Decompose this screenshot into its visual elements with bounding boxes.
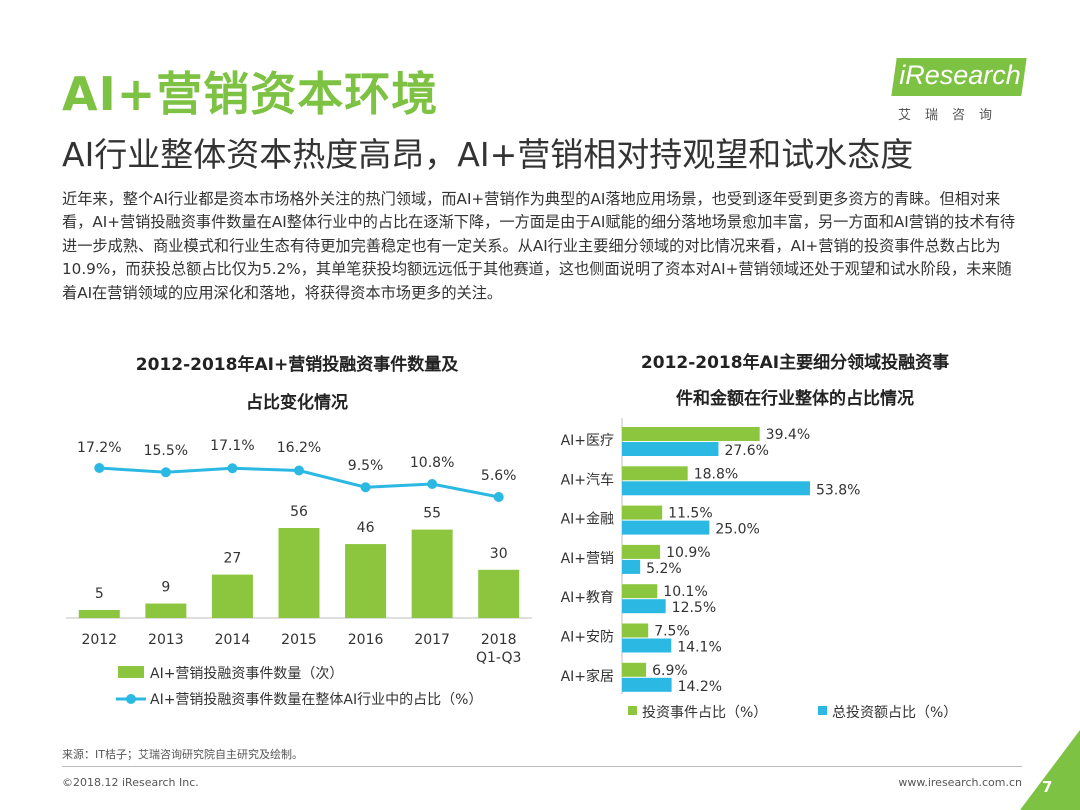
bar-event-count	[278, 528, 320, 618]
page-subtitle: AI行业整体资本热度高昂，AI+营销相对持观望和试水态度	[62, 135, 914, 174]
legend-deal-label: 投资事件占比（%）	[642, 705, 767, 721]
bar-deal-share	[622, 427, 760, 441]
bar-deal-share-label: 39.4%	[766, 427, 810, 443]
bar-amount-share-label: 25.0%	[715, 522, 759, 538]
legend-amount-swatch	[818, 706, 827, 715]
bar-deal-share	[622, 623, 649, 638]
bar-amount-share-label: 12.5%	[672, 600, 716, 616]
line-value-label: 16.2%	[277, 440, 321, 456]
share-point	[493, 492, 504, 502]
share-point	[94, 463, 105, 473]
bar-deal-share	[622, 662, 647, 677]
category-label: AI+汽车	[561, 471, 614, 488]
page-title: AI+营销资本环境	[62, 67, 439, 121]
bar-event-count	[78, 609, 120, 618]
bar-deal-share	[622, 544, 661, 559]
line-value-label: 5.6%	[481, 468, 517, 484]
bar-event-count	[345, 544, 387, 618]
right-chart-title-2: 件和金额在行业整体的占比情况	[676, 389, 914, 409]
bar-amount-share-label: 14.2%	[678, 679, 722, 695]
bar-amount-share	[622, 638, 672, 653]
share-point	[360, 482, 371, 493]
share-point	[227, 463, 238, 474]
category-label: AI+安防	[561, 630, 614, 646]
source-note: 来源：IT桔子；艾瑞咨询研究院自主研究及绘制。	[62, 748, 303, 761]
x-tick-label: Q1-Q3	[476, 650, 521, 666]
bar-deal-share-label: 7.5%	[654, 624, 690, 640]
line-value-label: 9.5%	[348, 458, 384, 474]
bar-amount-share-label: 53.8%	[816, 482, 860, 498]
left-chart-title-1: 2012-2018年AI+营销投融资事件数量及	[135, 355, 459, 375]
bar-event-count	[411, 529, 453, 618]
bar-amount-share	[622, 677, 672, 692]
body-paragraph: 近年来，整个AI行业都是资本市场格外关注的热门领域，而AI+营销作为典型的AI落…	[62, 190, 1016, 302]
share-point	[427, 479, 438, 489]
bar-value-label: 30	[490, 546, 508, 562]
legend-amount-label: 总投资额占比（%）	[832, 705, 957, 721]
legend-bar-label: AI+营销投融资事件数量（次）	[150, 666, 343, 682]
bar-deal-share	[622, 466, 688, 481]
bar-event-count	[145, 603, 187, 618]
x-tick-label: 2016	[348, 632, 384, 648]
footer-divider	[62, 766, 1022, 767]
line-value-label: 15.5%	[144, 443, 188, 459]
bar-deal-share	[622, 584, 658, 599]
page-number: 7	[1042, 778, 1053, 796]
bar-amount-share-label: 5.2%	[646, 561, 682, 577]
bar-amount-share	[622, 481, 810, 496]
bar-amount-share	[622, 442, 719, 456]
category-label: AI+教育	[561, 590, 614, 606]
bar-deal-share-label: 6.9%	[652, 663, 688, 679]
legend-line-label: AI+营销投融资事件数量在整体AI行业中的占比（%）	[150, 692, 482, 708]
bar-value-label: 9	[161, 580, 170, 596]
bar-amount-share	[622, 520, 710, 535]
logo-text: iResearch	[899, 60, 1021, 90]
x-tick-label: 2017	[414, 632, 450, 648]
bar-deal-share-label: 10.1%	[663, 584, 707, 600]
bar-amount-share-label: 27.6%	[724, 443, 768, 459]
x-tick-label: 2014	[215, 632, 251, 648]
bar-value-label: 5	[95, 586, 104, 602]
category-label: AI+家居	[561, 668, 614, 685]
right-chart-title-1: 2012-2018年AI主要细分领域投融资事	[640, 353, 950, 373]
copyright: ©2018.12 iResearch Inc.	[62, 776, 199, 789]
bar-amount-share-label: 14.1%	[677, 640, 721, 656]
legend-line-marker	[126, 694, 136, 704]
share-point	[160, 467, 171, 478]
bar-value-label: 55	[423, 506, 441, 522]
legend-bar-swatch	[118, 666, 144, 678]
logo-subtext: 艾瑞咨询	[898, 108, 1007, 123]
bar-deal-share-label: 18.8%	[694, 466, 738, 482]
bar-deal-share-label: 11.5%	[668, 506, 712, 522]
bar-value-label: 56	[290, 504, 308, 520]
website-url: www.iresearch.com.cn	[898, 776, 1022, 789]
category-label: AI+金融	[561, 512, 614, 528]
line-value-label: 10.8%	[410, 455, 454, 471]
bar-event-count	[478, 569, 520, 618]
bar-deal-share-label: 10.9%	[666, 545, 710, 561]
x-tick-label: 2013	[148, 632, 184, 648]
bar-amount-share	[622, 599, 666, 614]
bar-deal-share	[622, 505, 663, 520]
x-tick-label: 2012	[81, 632, 117, 648]
line-value-label: 17.1%	[210, 438, 254, 454]
bar-value-label: 46	[357, 520, 375, 536]
line-value-label: 17.2%	[77, 440, 121, 456]
bar-amount-share	[622, 559, 641, 574]
bar-event-count	[211, 574, 253, 618]
share-point	[294, 465, 304, 476]
left-chart-title-2: 占比变化情况	[246, 393, 348, 413]
iresearch-logo: iResearch 艾瑞咨询	[890, 56, 1040, 126]
category-label: AI+医疗	[561, 433, 614, 449]
x-tick-label: 2018	[481, 632, 517, 648]
share-line	[99, 466, 500, 499]
x-tick-label: 2015	[281, 632, 317, 648]
category-label: AI+营销	[561, 551, 614, 567]
bar-value-label: 27	[224, 551, 242, 567]
legend-deal-swatch	[628, 706, 637, 715]
